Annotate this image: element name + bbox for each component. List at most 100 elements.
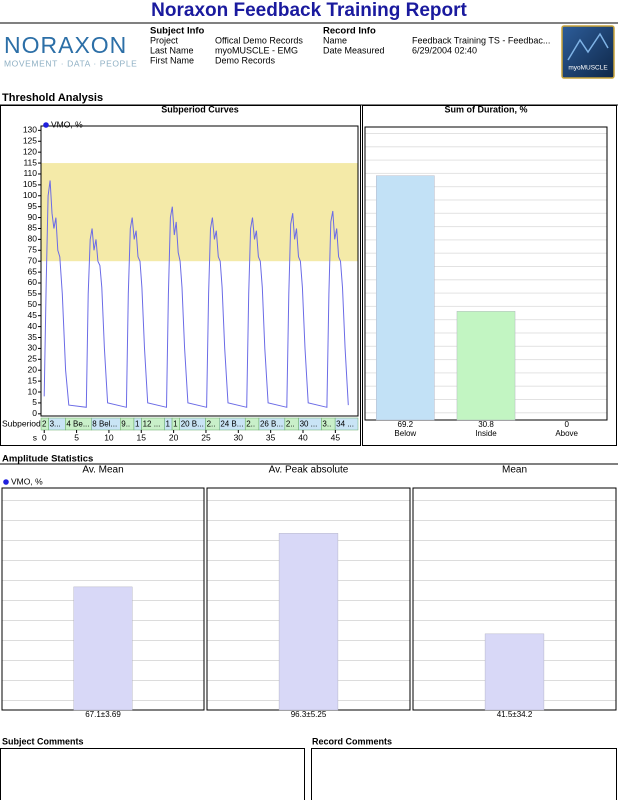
value-label: 0	[564, 420, 569, 429]
y-tick-label: 25	[28, 354, 38, 364]
y-tick-label: 95	[28, 201, 38, 211]
subperiod-label: 26 B...	[260, 420, 283, 429]
y-tick-label: 35	[28, 332, 38, 342]
x-tick-label: 25	[201, 432, 211, 442]
logo: NORAXON	[4, 32, 127, 58]
subperiod-label: 8 Bel...	[92, 420, 117, 429]
y-tick-label: 70	[28, 255, 38, 265]
section-title: Amplitude Statistics	[2, 454, 93, 465]
chart-panel	[362, 105, 617, 446]
bar	[73, 586, 133, 711]
x-tick-label: 0	[42, 432, 47, 442]
info-label: First Name	[150, 55, 194, 65]
subperiod-label: 4 Be...	[66, 420, 89, 429]
y-tick-label: 10	[28, 386, 38, 396]
value-label: 96.3±5.25	[291, 710, 327, 719]
y-tick-label: 90	[28, 212, 38, 222]
report-title: Noraxon Feedback Training Report	[151, 0, 467, 21]
comments-title: Subject Comments	[2, 736, 84, 746]
bar	[376, 175, 435, 421]
y-tick-label: 130	[23, 125, 37, 135]
value-label: 30.8	[478, 420, 494, 429]
category-label: Inside	[475, 429, 497, 438]
y-tick-label: 120	[23, 146, 37, 156]
legend-marker	[3, 479, 9, 485]
x-axis-unit: s	[33, 432, 37, 442]
category-label: Above	[555, 429, 578, 438]
badge-text: myoMUSCLE	[568, 65, 608, 72]
subperiod-label: 2..	[286, 420, 295, 429]
value-label: 67.1±3.69	[85, 710, 121, 719]
chart-title: Av. Peak absolute	[269, 465, 349, 476]
category-label: Below	[394, 429, 416, 438]
info-value: Demo Records	[215, 55, 276, 65]
section-title: Threshold Analysis	[2, 92, 103, 104]
y-tick-label: 55	[28, 288, 38, 298]
subperiod-label: 2..	[207, 420, 216, 429]
legend-marker	[43, 122, 49, 128]
badge-art	[567, 32, 609, 61]
y-tick-label: 125	[23, 136, 37, 146]
info-title: Record Info	[323, 26, 376, 37]
subperiods-label: Subperiods	[2, 418, 45, 428]
info-label: Date Measured	[323, 45, 385, 55]
y-tick-label: 45	[28, 310, 38, 320]
info-title: Subject Info	[150, 26, 205, 37]
subperiod-label: 12 ...	[143, 420, 161, 429]
comments-box	[311, 748, 617, 800]
x-tick-label: 15	[137, 432, 147, 442]
comments-title: Record Comments	[312, 736, 392, 746]
comments-box	[0, 748, 305, 800]
subperiod-label: 2..	[246, 420, 255, 429]
subperiod-label: 3...	[50, 420, 61, 429]
legend-label: VMO, %	[51, 119, 83, 129]
subperiod-label: 3..	[322, 420, 331, 429]
y-tick-label: 20	[28, 364, 38, 374]
y-tick-label: 65	[28, 266, 38, 276]
subperiod-label: 2	[42, 420, 47, 429]
chart-title: Subperiod Curves	[161, 104, 239, 114]
subperiod-label: 30 ...	[300, 420, 318, 429]
value-label: 69.2	[398, 420, 414, 429]
y-tick-label: 85	[28, 223, 38, 233]
x-tick-label: 40	[298, 432, 308, 442]
info-label: Last Name	[150, 45, 194, 55]
bar	[278, 533, 339, 711]
y-tick-label: 40	[28, 321, 38, 331]
subperiod-label: 1	[135, 420, 140, 429]
info-value: Feedback Training TS - Feedbac...	[412, 35, 550, 45]
subperiod-label: 24 B...	[220, 420, 243, 429]
subperiod	[334, 417, 359, 431]
info-value: Offical Demo Records	[215, 35, 303, 45]
value-label: 41.5±34.2	[497, 710, 533, 719]
info-label: Project	[150, 35, 179, 45]
tagline: MOVEMENT · DATA · PEOPLE	[4, 58, 137, 68]
subperiod-label: 1	[165, 420, 170, 429]
y-tick-label: 60	[28, 277, 38, 287]
chart-title: Av. Mean	[82, 465, 123, 476]
x-tick-label: 20	[169, 432, 179, 442]
subperiod-label: 34 ...	[336, 420, 354, 429]
subperiod-label: 1	[173, 420, 178, 429]
x-tick-label: 10	[104, 432, 114, 442]
x-tick-label: 35	[266, 432, 276, 442]
info-value: 6/29/2004 02:40	[412, 45, 477, 55]
y-tick-label: 100	[23, 190, 37, 200]
y-tick-label: 80	[28, 234, 38, 244]
subperiod-label: 20 B...	[181, 420, 204, 429]
y-tick-label: 5	[32, 397, 37, 407]
y-tick-label: 115	[23, 157, 37, 167]
info-value: myoMUSCLE - EMG	[215, 45, 298, 55]
y-tick-label: 75	[28, 245, 38, 255]
bar	[456, 311, 516, 421]
chart-panel	[0, 105, 361, 446]
y-tick-label: 105	[23, 179, 37, 189]
threshold-band	[41, 163, 358, 262]
legend-label: VMO, %	[11, 476, 43, 486]
y-tick-label: 30	[28, 343, 38, 353]
y-tick-label: 110	[23, 168, 37, 178]
chart-title: Sum of Duration, %	[445, 104, 528, 114]
info-label: Name	[323, 35, 347, 45]
